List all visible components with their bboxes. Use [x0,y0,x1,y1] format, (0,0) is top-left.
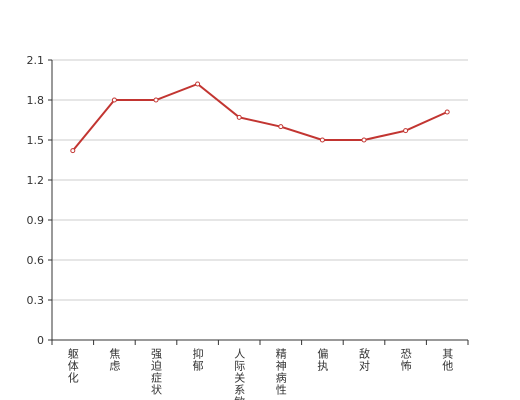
y-tick-label: 0.6 [27,254,45,267]
y-tick-label: 0.9 [27,214,45,227]
x-tick-label: 敌对 [358,347,371,372]
point [319,137,325,143]
x-tick-label: 焦虑 [108,348,121,372]
point [111,97,117,103]
x-tick-label: 偏执 [316,347,329,372]
y-tick-label: 2.1 [27,54,45,67]
y-tick-label: 0.3 [27,294,45,307]
y-tick-label: 1.5 [27,134,45,147]
point [195,81,201,87]
x-tick-label: 躯体化 [66,348,79,384]
x-tick-label: 精神病性 [274,348,287,396]
point [403,128,409,134]
y-tick-label: 0 [37,334,44,347]
y-tick-label: 1.2 [27,174,45,187]
x-tick-label: 其他 [441,348,454,372]
x-tick-label: 强迫症状 [150,348,163,396]
point [444,109,450,115]
point [153,97,159,103]
point [278,124,284,130]
line [72,82,448,152]
x-tick-label: 恐怖 [399,348,412,372]
point [70,148,76,154]
point [361,137,367,143]
x-tick-label: 人际关系敏感 [233,348,246,400]
y-tick-label: 1.8 [27,94,45,107]
point [236,114,242,120]
x-tick-label: 抑郁 [191,347,204,372]
